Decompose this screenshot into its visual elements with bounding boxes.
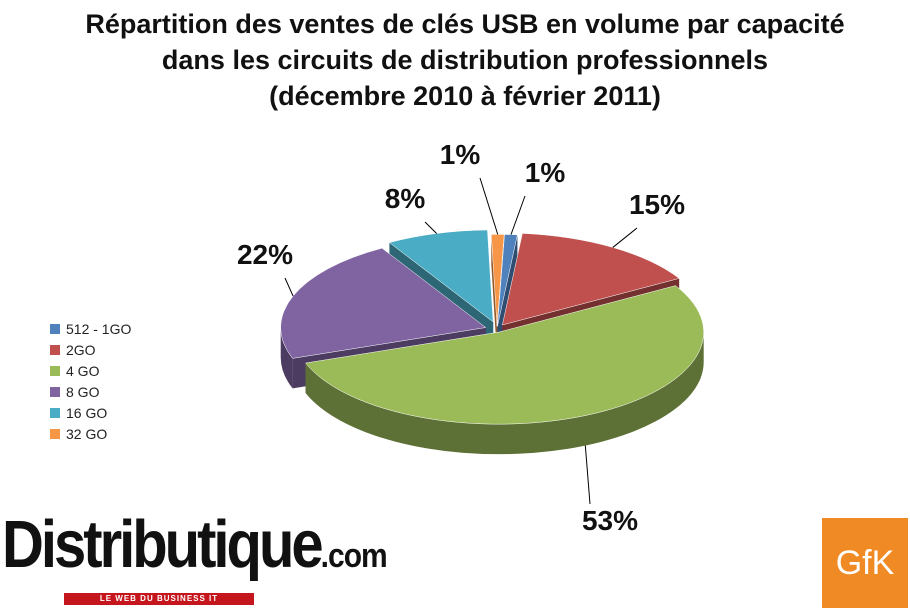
pie-slice (305, 285, 704, 455)
legend-swatch (50, 344, 60, 355)
legend-item: 8 GO (50, 381, 131, 402)
legend-label: 8 GO (66, 383, 100, 400)
slice-value-label: 22% (237, 239, 293, 270)
legend-item: 16 GO (50, 402, 131, 423)
logo-name: Distributique (2, 507, 324, 582)
slice-top-face (497, 234, 518, 327)
legend-label: 512 - 1GO (66, 320, 132, 337)
legend-label: 16 GO (66, 404, 108, 421)
slice-top-face (305, 285, 704, 425)
slice-value-label: 53% (582, 505, 638, 536)
leader-line (424, 221, 437, 234)
slice-outer-wall (305, 332, 704, 455)
legend-item: 2GO (50, 339, 131, 360)
slice-value-label: 8% (385, 183, 426, 214)
legend-item: 512 - 1GO (50, 318, 131, 339)
logo-tagline: LE WEB DU BUSINESS IT (64, 593, 254, 605)
slice-value-label: 1% (525, 157, 566, 188)
title-line-2: dans les circuits de distribution profes… (161, 45, 769, 75)
logo-tld: .com (320, 537, 388, 575)
slice-top-face (388, 229, 494, 323)
distributique-logo: Distributique.com LE WEB DU BUSINESS IT (0, 506, 388, 606)
legend-swatch (50, 386, 60, 397)
distributique-logo-text: Distributique.com (2, 506, 388, 583)
slice-side-face (491, 234, 498, 357)
legend-item: 4 GO (50, 360, 131, 381)
leader-line (284, 277, 294, 297)
legend-swatch (50, 323, 60, 334)
slice-top-face (502, 233, 680, 326)
leader-line (510, 195, 526, 235)
leader-line (479, 177, 499, 235)
title-line-1: Répartition des ventes de clés USB en vo… (85, 9, 845, 39)
legend: 512 - 1GO 2GO 4 GO 8 GO 16 GO 32 GO (50, 318, 131, 444)
legend-swatch (50, 407, 60, 418)
legend-label: 2GO (66, 341, 96, 358)
leader-line (612, 227, 638, 248)
title-line-3: (décembre 2010 à février 2011) (269, 81, 661, 111)
legend-swatch (50, 428, 60, 439)
chart-title: Répartition des ventes de clés USB en vo… (40, 6, 890, 114)
legend-label: 4 GO (66, 362, 100, 379)
legend-item: 32 GO (50, 423, 131, 444)
gfk-logo: GfK (822, 518, 908, 608)
legend-label: 32 GO (66, 425, 108, 442)
legend-swatch (50, 365, 60, 376)
leader-line (584, 445, 591, 505)
slice-value-label: 15% (629, 189, 685, 220)
slice-value-label: 1% (440, 139, 481, 170)
slice-outer-wall (280, 327, 293, 389)
